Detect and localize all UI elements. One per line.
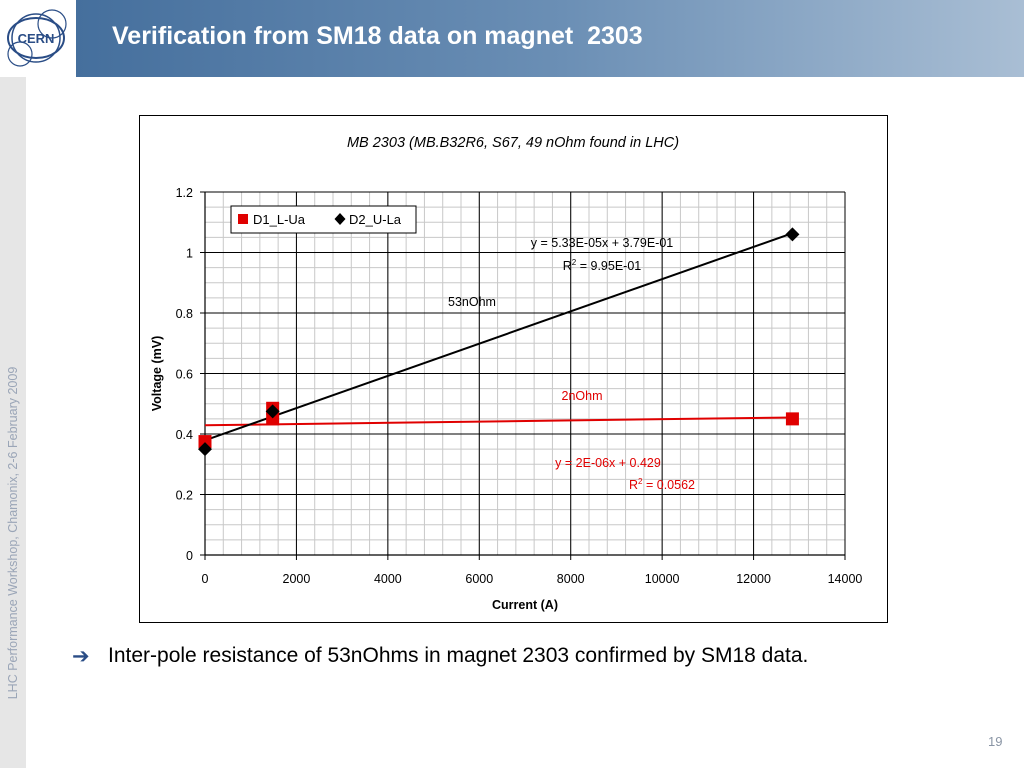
x-tick-label: 4000 bbox=[374, 572, 402, 586]
data-point-D1_L-Ua bbox=[785, 412, 799, 426]
data-point-D1_L-Ua bbox=[198, 435, 212, 449]
data-point-D1_L-Ua bbox=[266, 412, 280, 426]
y-tick-label: 1.2 bbox=[176, 186, 193, 200]
x-tick-label: 14000 bbox=[828, 572, 863, 586]
x-tick-label: 12000 bbox=[736, 572, 771, 586]
trendline-D1_L-Ua bbox=[204, 416, 793, 427]
trendline-r2: R2 = 0.0562 bbox=[629, 477, 695, 492]
x-tick-label: 10000 bbox=[645, 572, 680, 586]
y-tick-label: 0.8 bbox=[176, 307, 193, 321]
page-title: Verification from SM18 data on magnet 23… bbox=[112, 22, 643, 50]
legend: D1_L-Ua D2_U-La bbox=[230, 205, 417, 234]
trendline-equation: y = 2E-06x + 0.429 bbox=[555, 456, 661, 470]
chart-title: MB 2303 (MB.B32R6, S67, 49 nOhm found in… bbox=[347, 135, 679, 151]
legend-box bbox=[230, 205, 417, 234]
data-point-D2_U-La bbox=[198, 442, 212, 457]
arrow-bullet-icon: ➔ bbox=[72, 645, 90, 668]
legend-marker-square bbox=[238, 214, 248, 224]
x-tick-label: 6000 bbox=[465, 572, 493, 586]
x-axis-label: Current (A) bbox=[492, 598, 558, 612]
y-axis-label: Voltage (mV) bbox=[150, 336, 164, 411]
annotation-label: 53nOhm bbox=[448, 295, 496, 309]
y-tick-label: 0.6 bbox=[176, 368, 193, 382]
y-tick-label: 0.4 bbox=[176, 428, 193, 442]
data-point-D2_U-La bbox=[785, 227, 800, 242]
legend-label: D1_L-Ua bbox=[253, 212, 306, 227]
x-tick-label: 0 bbox=[202, 572, 209, 586]
header-bar: CERN Verification from SM18 data on magn… bbox=[0, 0, 1024, 77]
data-point-D2_U-La bbox=[265, 404, 280, 419]
cern-logo: CERN bbox=[0, 0, 76, 77]
trendline-D2_U-La bbox=[204, 232, 793, 442]
trendline-r2: R2 = 9.95E-01 bbox=[563, 258, 642, 273]
sidebar bbox=[0, 77, 26, 768]
annotation-label: 2nOhm bbox=[562, 389, 603, 403]
legend-label: D2_U-La bbox=[349, 212, 402, 227]
cern-logo-text: CERN bbox=[18, 31, 55, 46]
conclusion-text: Inter-pole resistance of 53nOhms in magn… bbox=[108, 644, 809, 667]
x-tick-label: 2000 bbox=[283, 572, 311, 586]
chart-frame bbox=[139, 115, 888, 623]
trendline-equation: y = 5.33E-05x + 3.79E-01 bbox=[531, 236, 674, 250]
y-tick-label: 0 bbox=[186, 549, 193, 563]
y-tick-label: 1 bbox=[186, 247, 193, 261]
legend-marker-diamond bbox=[334, 213, 346, 225]
y-tick-label: 0.2 bbox=[176, 489, 193, 503]
page-number: 19 bbox=[988, 734, 1003, 749]
x-tick-label: 8000 bbox=[557, 572, 585, 586]
